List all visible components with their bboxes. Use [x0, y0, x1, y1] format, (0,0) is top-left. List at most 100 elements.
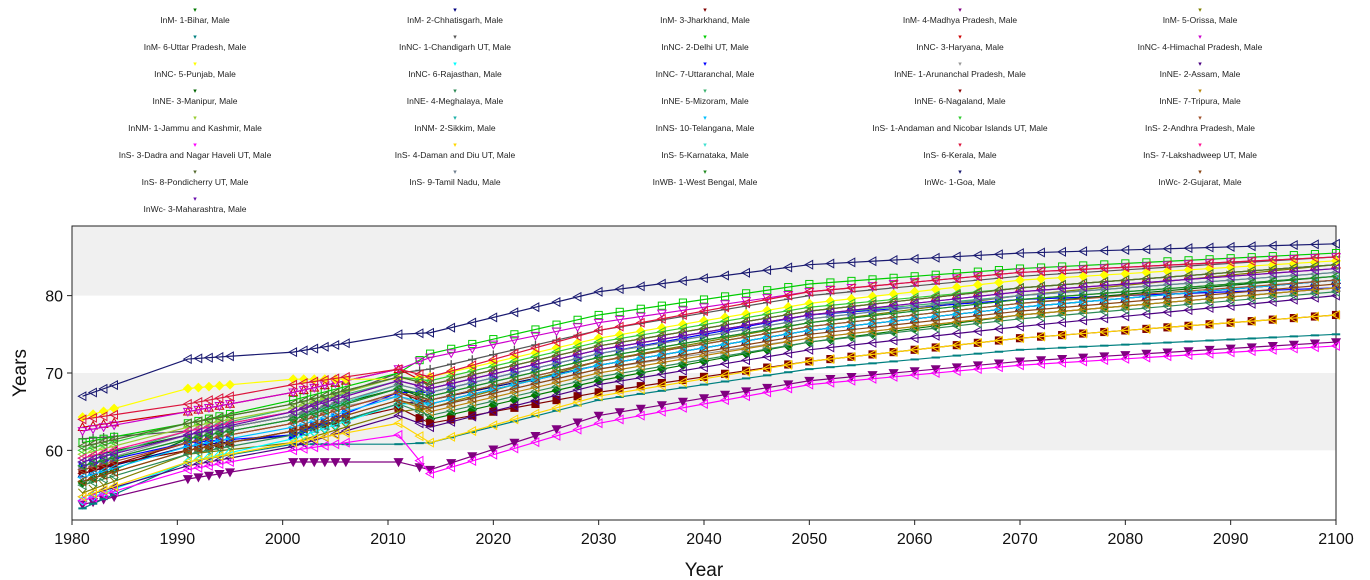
data-point	[330, 373, 340, 384]
data-point	[1183, 349, 1193, 360]
data-point	[530, 408, 540, 419]
data-point	[309, 433, 319, 444]
legend-item: ▾ InS- 2-Andhra Pradesh, Male	[1085, 114, 1315, 133]
data-point	[193, 462, 203, 473]
data-point	[551, 402, 561, 413]
data-point	[635, 404, 646, 414]
data-point	[1141, 261, 1151, 272]
data-point	[214, 422, 224, 433]
data-point	[77, 491, 87, 502]
data-point	[656, 369, 666, 380]
data-point	[846, 324, 856, 335]
legend-marker-icon: ▾	[958, 115, 962, 122]
data-point	[224, 410, 234, 421]
data-point	[846, 313, 856, 324]
data-point	[846, 340, 856, 351]
data-point	[677, 306, 688, 316]
x-tick-label: 2000	[265, 531, 301, 548]
data-point	[182, 418, 192, 429]
legend-item: ▾ InS- 8-Pondicherry UT, Male	[80, 168, 310, 187]
series	[77, 251, 1340, 425]
data-point	[1204, 289, 1214, 300]
data-point	[698, 373, 708, 384]
data-point	[656, 278, 666, 289]
legend-label: InS- 6-Kerala, Male	[923, 150, 997, 160]
data-point	[993, 249, 1003, 260]
data-point	[447, 344, 456, 353]
data-point	[867, 373, 877, 384]
data-point	[1014, 306, 1024, 317]
data-point	[298, 386, 309, 396]
data-point	[1288, 239, 1298, 251]
data-point	[287, 414, 298, 425]
legend-item: ▾ InNE- 3-Manipur, Male	[80, 87, 310, 106]
data-point	[1246, 286, 1256, 297]
data-point	[509, 336, 520, 346]
data-point	[298, 443, 308, 454]
data-point	[530, 437, 540, 448]
data-point	[614, 414, 624, 425]
x-tick-label: 2070	[1002, 531, 1038, 548]
data-point	[319, 431, 329, 442]
data-point	[1246, 316, 1256, 327]
data-point	[1162, 307, 1172, 318]
data-point	[888, 308, 898, 319]
data-point	[203, 441, 213, 452]
legend-marker-icon: ▾	[958, 88, 962, 95]
data-point	[593, 286, 603, 297]
data-point	[182, 475, 193, 485]
data-point	[87, 488, 97, 499]
data-point	[509, 307, 519, 318]
data-point	[1267, 284, 1277, 295]
data-point	[393, 395, 403, 406]
data-point	[340, 385, 350, 396]
legend-label: InNC- 3-Haryana, Male	[916, 42, 1004, 52]
data-point	[804, 259, 814, 270]
data-point	[445, 366, 456, 377]
y-tick-label: 80	[45, 289, 63, 306]
x-axis-title: Year	[685, 560, 724, 580]
data-point	[572, 323, 583, 333]
data-point	[1288, 282, 1298, 293]
data-point	[414, 455, 424, 466]
data-point	[1141, 285, 1151, 296]
data-point	[761, 363, 772, 374]
data-point	[804, 317, 814, 328]
data-point	[298, 435, 308, 446]
legend-item: ▾ InS- 7-Lakshadweep UT, Male	[1085, 141, 1315, 160]
data-point	[909, 333, 919, 344]
data-point	[551, 385, 562, 396]
legend-marker-icon: ▾	[958, 169, 962, 176]
data-point	[509, 348, 519, 359]
legend-item: ▾ InNE- 5-Mizoram, Male	[590, 87, 820, 106]
series	[77, 309, 1340, 502]
data-point	[1267, 268, 1277, 279]
data-point	[951, 313, 961, 324]
data-point	[951, 340, 961, 351]
data-point	[531, 325, 540, 334]
data-point	[445, 322, 456, 333]
data-point	[424, 371, 434, 382]
data-point	[551, 337, 561, 348]
data-point	[698, 394, 710, 404]
data-point	[1246, 346, 1256, 357]
data-point	[614, 348, 624, 360]
legend-marker-icon: ▾	[958, 142, 962, 149]
data-point	[1120, 278, 1130, 290]
data-point	[656, 334, 666, 345]
data-point	[204, 381, 214, 392]
data-point	[867, 310, 877, 321]
legend-label: InM- 4-Madhya Pradesh, Male	[902, 15, 1018, 25]
data-point	[951, 328, 961, 339]
data-point	[719, 358, 729, 369]
data-point	[551, 430, 561, 441]
data-point	[783, 262, 793, 273]
data-point	[1141, 309, 1151, 320]
data-point	[530, 395, 540, 406]
legend-label: InS- 9-Tamil Nadu, Male	[409, 177, 501, 187]
legend-label: InNE- 7-Tripura, Male	[1159, 96, 1241, 106]
legend-marker-icon: ▾	[1198, 61, 1202, 68]
x-tick-label: 2090	[1213, 531, 1249, 548]
data-point	[214, 351, 224, 363]
data-point	[719, 395, 729, 406]
